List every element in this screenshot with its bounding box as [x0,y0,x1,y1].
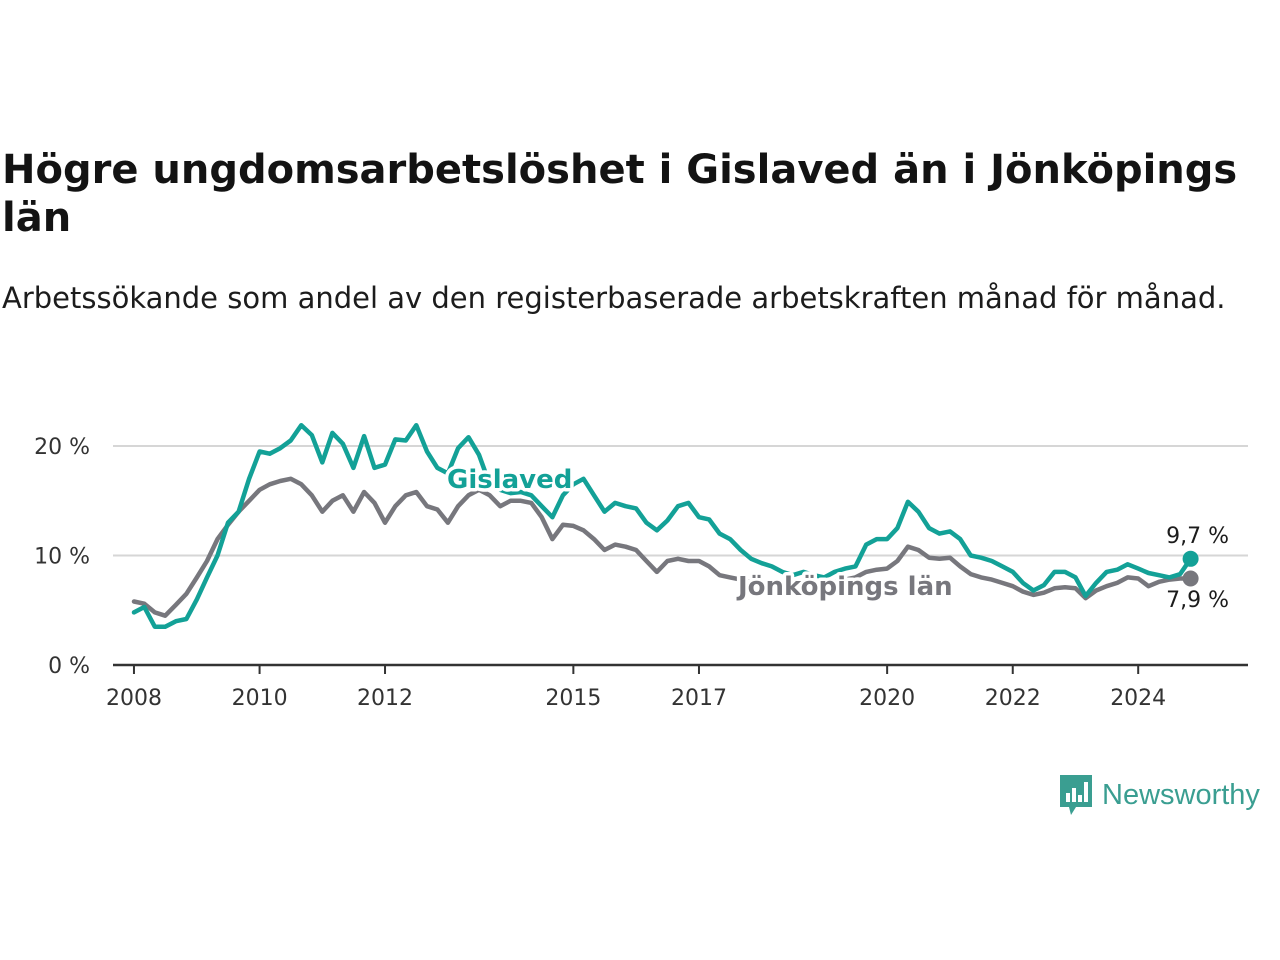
series-label-gislaved: Gislaved [447,465,572,495]
y-axis-ticks: 0 % 10 % 20 % [34,435,90,679]
x-tick-label: 2020 [859,686,915,711]
x-tick-label: 2015 [545,686,601,711]
series-line [131,422,1193,629]
series-line [131,476,1193,618]
chart-title: Högre ungdomsarbetslöshet i Gislaved än … [2,147,1238,241]
x-tick-label: 2010 [232,686,288,711]
x-tick-label: 2017 [671,686,727,711]
series-end-point [1182,570,1199,587]
x-axis-ticks: 2008 2010 2012 2015 2017 2020 2022 2024 [106,663,1248,711]
x-tick-label: 2008 [106,686,162,711]
x-tick-label: 2024 [1110,686,1166,711]
chart-subtitle: Arbetssökande som andel av den registerb… [2,281,1226,315]
series-label-jonkoping: Jönköpings län [736,572,953,602]
x-tick-label: 2022 [985,686,1041,711]
end-value-gislaved: 9,7 % [1166,524,1229,549]
y-tick-label: 0 % [48,654,90,679]
end-value-jonkoping: 7,9 % [1166,588,1229,613]
series-end-point [1182,550,1199,567]
brand-logo: Newsworthy [1058,772,1260,818]
brand-name: Newsworthy [1102,778,1260,811]
y-tick-label: 20 % [34,435,90,460]
newsworthy-logo-icon [1060,775,1092,815]
line-chart: 0 % 10 % 20 % 2008 2010 2012 2015 2017 2020 2022… [34,422,1248,711]
x-tick-label: 2012 [357,686,413,711]
gridlines [113,445,1248,557]
series-lines [131,422,1199,629]
series-labels: Gislaved Jönköpings län 9,7 % 7,9 % [444,462,1230,614]
y-tick-label: 10 % [34,545,90,570]
